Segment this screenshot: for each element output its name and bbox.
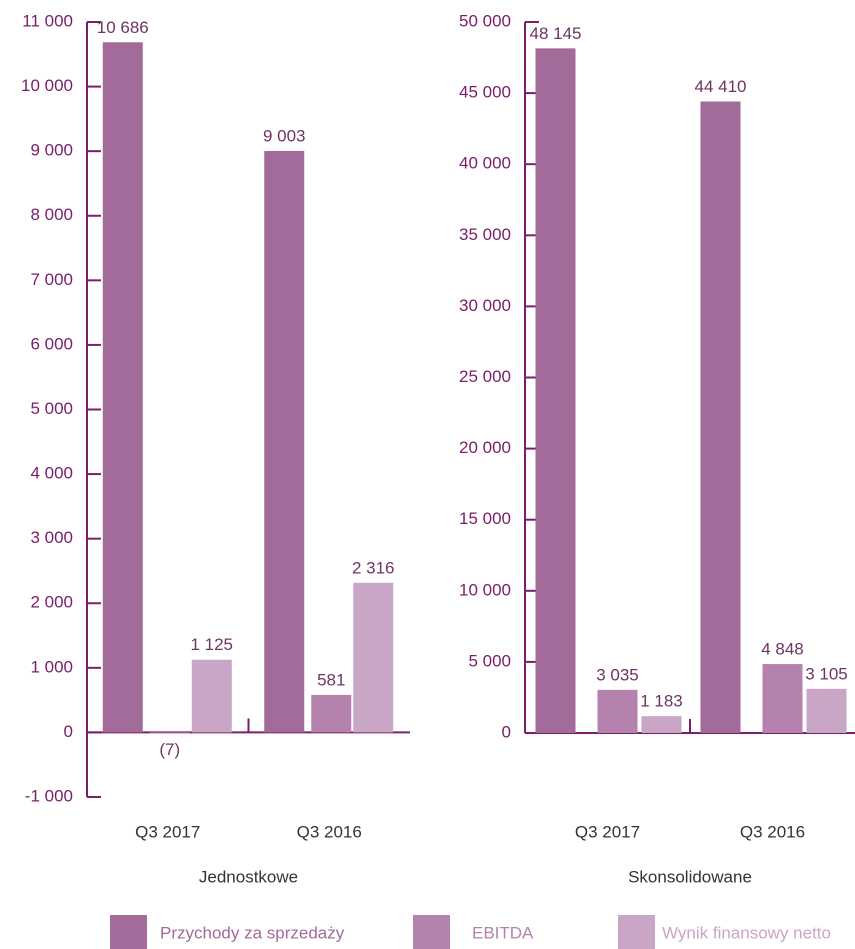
y-tick-label: 7 000 [30, 270, 73, 289]
bar [762, 664, 803, 733]
legend-swatch [413, 915, 450, 949]
y-tick-label: 45 000 [459, 83, 511, 102]
y-tick-label: 10 000 [459, 580, 511, 599]
y-tick-label: 9 000 [30, 141, 73, 160]
value-label: 3 035 [596, 665, 639, 684]
x-tick-label: Q3 2017 [575, 822, 640, 841]
y-tick-label: 3 000 [30, 528, 73, 547]
legend-swatch [618, 915, 655, 949]
bar [597, 689, 638, 733]
y-tick-label: 5 000 [30, 399, 73, 418]
value-label: 3 105 [805, 664, 848, 683]
y-tick-label: 6 000 [30, 334, 73, 353]
y-tick-label: 30 000 [459, 296, 511, 315]
bar [806, 688, 847, 733]
bar [191, 659, 232, 733]
bar [149, 732, 190, 734]
value-label: (7) [159, 740, 180, 759]
value-label: 10 686 [97, 18, 149, 37]
x-tick-label: Q3 2016 [740, 822, 805, 841]
value-label: 1 125 [190, 635, 233, 654]
y-tick-label: 20 000 [459, 438, 511, 457]
bar [264, 150, 305, 733]
legend-label: Przychody za sprzedaży [160, 923, 345, 942]
y-tick-label: 15 000 [459, 509, 511, 528]
y-tick-label: 40 000 [459, 154, 511, 173]
y-tick-label: 8 000 [30, 205, 73, 224]
value-label: 4 848 [761, 640, 804, 659]
chart-title: Skonsolidowane [628, 867, 752, 886]
y-tick-label: 0 [502, 722, 511, 741]
value-label: 1 183 [640, 692, 683, 711]
y-tick-label: 4 000 [30, 464, 73, 483]
legend-label: EBITDA [472, 923, 534, 942]
bar [353, 582, 394, 733]
y-tick-label: 0 [64, 722, 73, 741]
legend-swatch [110, 915, 147, 949]
legend-label: Wynik finansowy netto [662, 923, 831, 942]
bar [641, 716, 682, 733]
y-tick-label: 1 000 [30, 657, 73, 676]
x-tick-label: Q3 2016 [297, 822, 362, 841]
bar [102, 42, 143, 733]
value-label: 44 410 [695, 77, 747, 96]
y-tick-label: 35 000 [459, 225, 511, 244]
y-tick-label: 5 000 [468, 651, 511, 670]
y-tick-label: 2 000 [30, 593, 73, 612]
x-tick-label: Q3 2017 [135, 822, 200, 841]
y-tick-label: 50 000 [459, 11, 511, 30]
y-tick-label: 11 000 [22, 11, 73, 30]
bar [311, 694, 352, 733]
value-label: 48 145 [530, 24, 582, 43]
value-label: 581 [317, 670, 345, 689]
chart-title: Jednostkowe [199, 867, 298, 886]
y-tick-label: 25 000 [459, 367, 511, 386]
value-label: 2 316 [352, 558, 395, 577]
value-label: 9 003 [263, 126, 306, 145]
bar [700, 101, 741, 733]
y-tick-label: 10 000 [21, 76, 73, 95]
y-tick-label: -1 000 [25, 786, 73, 805]
bar [535, 48, 576, 733]
